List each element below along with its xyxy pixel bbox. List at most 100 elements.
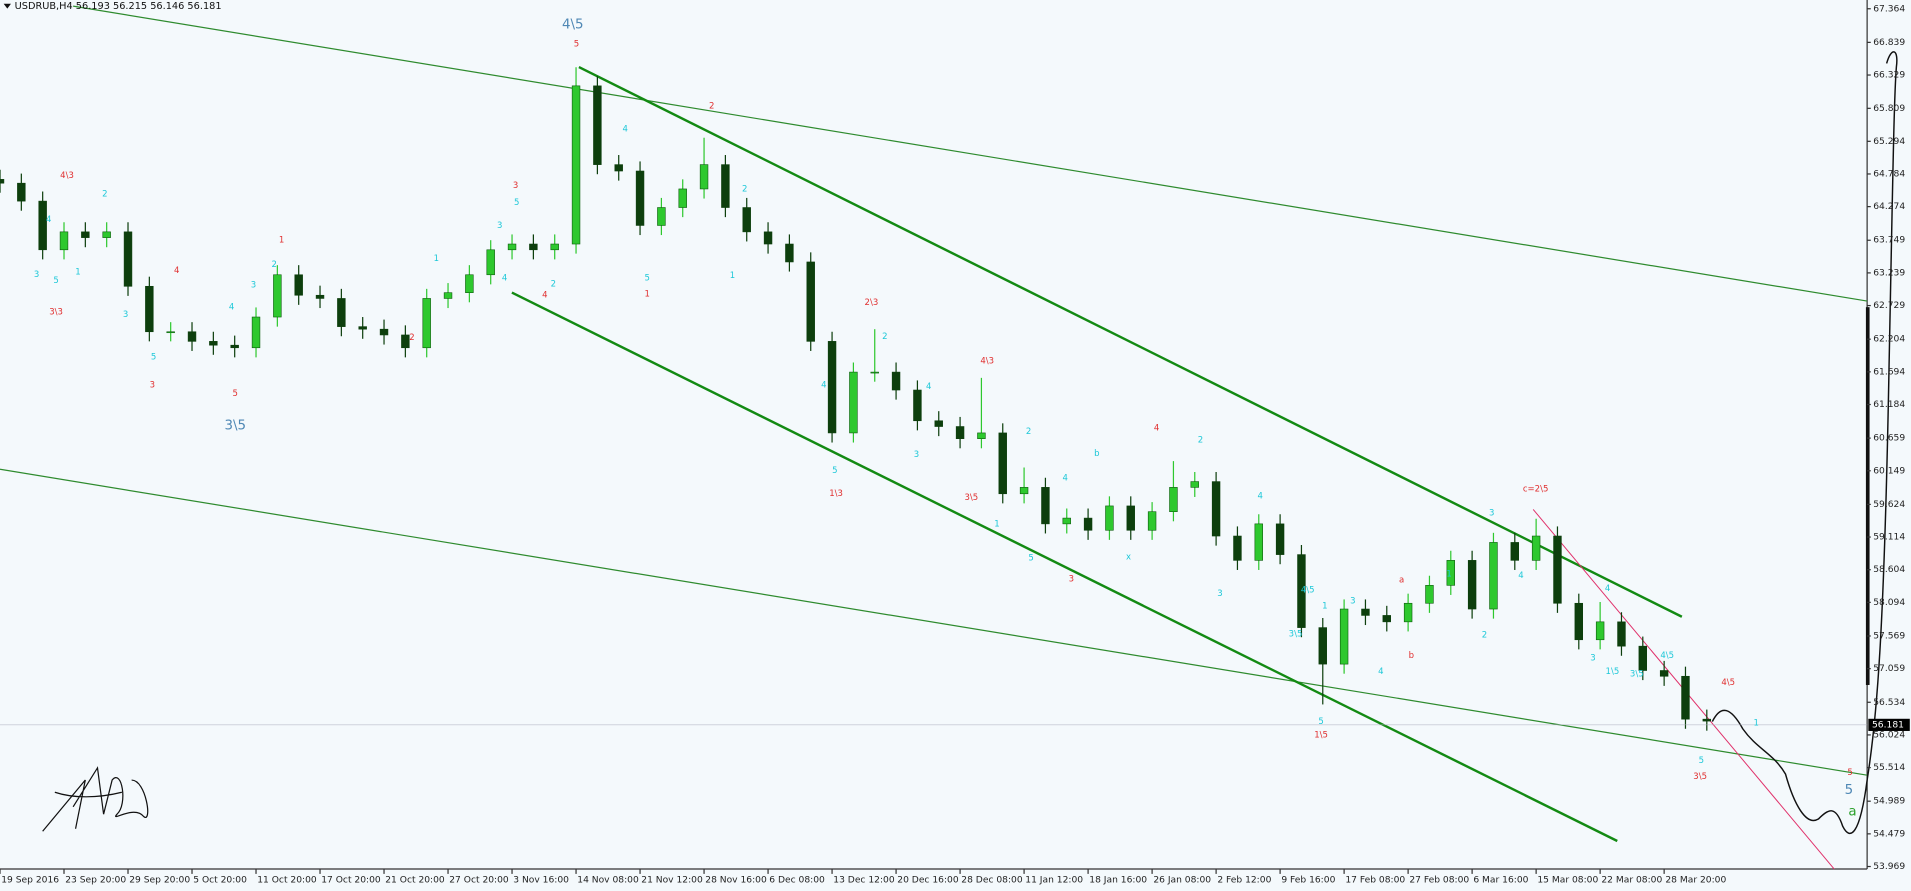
candle-body bbox=[806, 261, 815, 342]
marks: 67.364 66.839 66.329 65.809 65.294 64.784 64.2… bbox=[0, 4, 1910, 885]
candle-body bbox=[443, 292, 453, 299]
wave-label: 5 bbox=[53, 276, 58, 286]
candle-body bbox=[123, 231, 133, 287]
candle-body bbox=[1467, 560, 1477, 610]
wave-label: 1\5 bbox=[1606, 667, 1620, 677]
trend-line bbox=[73, 5, 1868, 302]
wave-label: 2 bbox=[882, 332, 887, 342]
y-tick-label: 67.364 bbox=[1873, 4, 1905, 14]
wave-label: 5 bbox=[644, 273, 649, 283]
wave-label: 5 bbox=[151, 353, 156, 363]
x-tick-label: 11 Oct 20:00 bbox=[257, 875, 317, 885]
candle-body bbox=[1169, 487, 1178, 512]
candle-body bbox=[593, 85, 602, 165]
wave-label: 1 bbox=[1446, 570, 1451, 580]
candle-body bbox=[337, 298, 346, 327]
y-tick-label: 64.274 bbox=[1873, 202, 1905, 212]
wave-label: 3\5 bbox=[1630, 670, 1644, 680]
wave-label: 1 bbox=[1754, 718, 1759, 728]
wave-label: 4 bbox=[229, 303, 234, 313]
wave-label: 4\3 bbox=[60, 171, 74, 181]
wave-label: 4\3 bbox=[980, 356, 994, 366]
wave-label: 3 bbox=[1217, 589, 1222, 599]
wave-label: 3\5 bbox=[1693, 772, 1707, 782]
wave-label: 3\5 bbox=[964, 493, 978, 503]
wave-label: 4 bbox=[1518, 571, 1523, 581]
candle-body bbox=[1147, 511, 1157, 531]
wave-label: 3 bbox=[251, 281, 256, 291]
y-tick-label: 66.839 bbox=[1873, 38, 1905, 48]
candle-body bbox=[294, 274, 303, 296]
candle-body bbox=[1574, 602, 1584, 641]
candle-body bbox=[742, 207, 751, 233]
x-tick-label: 17 Oct 20:00 bbox=[321, 875, 381, 885]
candle-body bbox=[571, 85, 581, 245]
y-tick-label: 57.059 bbox=[1873, 664, 1905, 674]
wave-label: 4\5 bbox=[1660, 651, 1674, 661]
x-tick-label: 21 Oct 20:00 bbox=[385, 875, 445, 885]
wave-label: 3 bbox=[1489, 509, 1494, 519]
x-tick-label: 13 Dec 12:00 bbox=[833, 875, 895, 885]
x-tick-label: 23 Sep 20:00 bbox=[65, 875, 126, 885]
wave-label: 2 bbox=[742, 184, 747, 194]
candle-body bbox=[1382, 615, 1391, 623]
wave-label: 4 bbox=[1257, 492, 1262, 502]
wave-label: 5 bbox=[832, 466, 837, 476]
candle-body bbox=[315, 294, 325, 299]
candle-body bbox=[827, 341, 837, 434]
wave-label: 3 bbox=[914, 450, 919, 460]
y-tick-label: 56.534 bbox=[1873, 698, 1905, 708]
candle-body bbox=[529, 243, 538, 251]
x-tick-label: 14 Nov 08:00 bbox=[577, 875, 639, 885]
wave-label: 4\5 bbox=[562, 17, 584, 32]
candle-body bbox=[1659, 670, 1669, 677]
wave-label: 1 bbox=[730, 271, 735, 281]
y-tick-label: 64.784 bbox=[1873, 169, 1905, 179]
candle-body bbox=[251, 316, 261, 349]
wave-label: 5 bbox=[574, 39, 579, 49]
wave-label: 3 bbox=[1069, 574, 1074, 584]
candle-body bbox=[913, 389, 922, 422]
wave-label: 3\5 bbox=[1289, 629, 1303, 639]
candle-body bbox=[1702, 718, 1712, 722]
wave-label: 4 bbox=[1378, 667, 1383, 677]
candle-body bbox=[486, 249, 495, 276]
candle-body bbox=[465, 274, 474, 293]
candle-body bbox=[1105, 505, 1114, 531]
x-tick-label: 27 Feb 08:00 bbox=[1409, 875, 1469, 885]
wave-label: 2 bbox=[409, 333, 414, 343]
candle-body bbox=[187, 331, 197, 342]
wave-label: 3 bbox=[1590, 654, 1595, 664]
wave-label: 4 bbox=[623, 125, 628, 135]
channel-line bbox=[578, 65, 1683, 618]
y-tick-label: 54.479 bbox=[1873, 829, 1905, 839]
candle-body bbox=[635, 170, 645, 226]
candle-body bbox=[1318, 627, 1327, 665]
candle-body bbox=[1190, 481, 1199, 488]
candle-body bbox=[1489, 542, 1498, 610]
wave-label: 2 bbox=[272, 260, 277, 270]
y-tick-label: 54.989 bbox=[1873, 797, 1905, 807]
y-tick-label: 61.184 bbox=[1873, 400, 1905, 410]
wave-label: 4 bbox=[46, 215, 51, 225]
x-tick-label: 6 Mar 16:00 bbox=[1473, 875, 1528, 885]
candle-body bbox=[1403, 602, 1413, 623]
x-tick-label: 11 Jan 12:00 bbox=[1025, 875, 1083, 885]
wave-label: 5 bbox=[514, 198, 519, 208]
wave-label: 1 bbox=[994, 520, 999, 530]
wave-label: 3 bbox=[34, 270, 39, 280]
forecast-path bbox=[1711, 51, 1898, 835]
wave-label: 4 bbox=[1154, 423, 1159, 433]
y-tick-label: 58.604 bbox=[1873, 565, 1905, 575]
wave-label: 4 bbox=[926, 382, 931, 392]
wave-label: 2 bbox=[1198, 436, 1203, 446]
wave-label: 2 bbox=[1026, 427, 1031, 437]
candle-body bbox=[699, 164, 709, 190]
candle-body bbox=[977, 432, 986, 439]
candle-body bbox=[273, 274, 282, 318]
x-tick-label: 5 Oct 20:00 bbox=[193, 875, 247, 885]
y-tick-label: 58.094 bbox=[1873, 598, 1905, 608]
wave-label: 3\3 bbox=[49, 308, 63, 318]
